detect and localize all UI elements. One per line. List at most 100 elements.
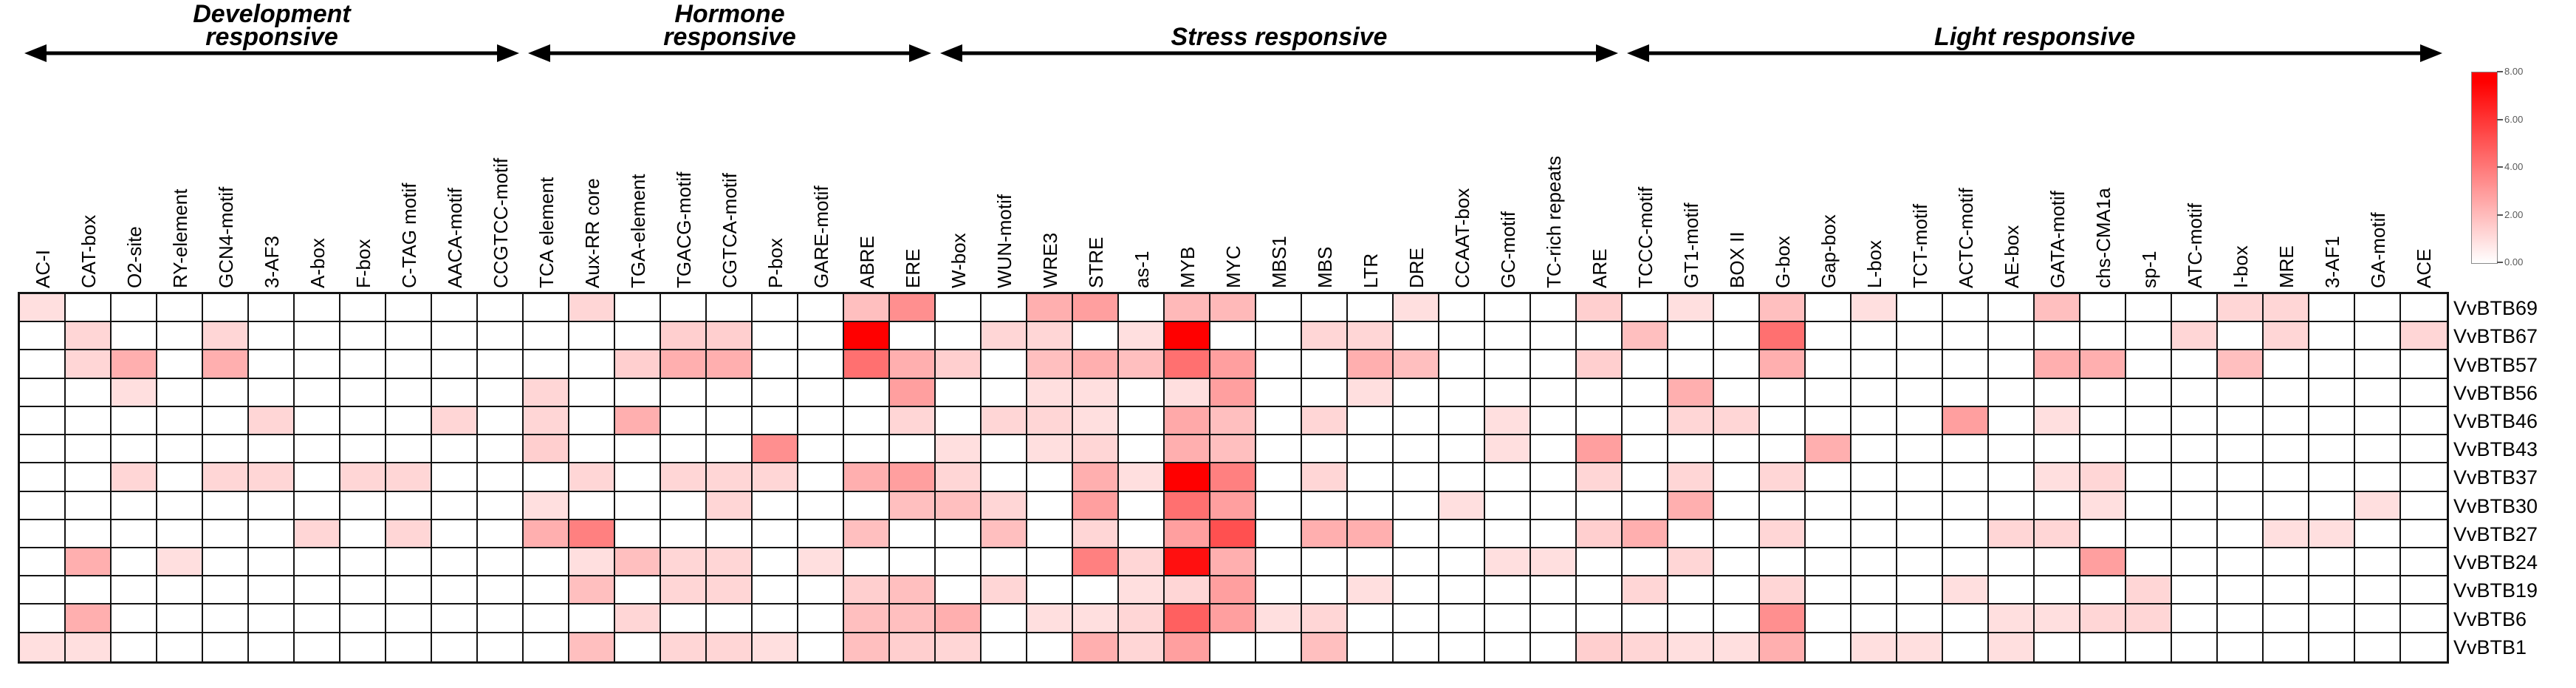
heatmap-cell xyxy=(1943,491,1989,520)
heatmap-cell xyxy=(340,520,386,548)
heatmap-cell xyxy=(1348,576,1394,605)
heatmap-cell xyxy=(1348,322,1394,351)
colorbar-tick-label: 8.00 xyxy=(2504,66,2524,77)
heatmap-cell xyxy=(753,604,798,633)
heatmap-cell xyxy=(1897,463,1943,492)
column-label: ACTC-motif xyxy=(1955,188,1977,288)
heatmap-cell xyxy=(615,435,661,464)
heatmap-cell xyxy=(1531,520,1577,548)
heatmap-cell xyxy=(661,576,707,605)
heatmap-cell xyxy=(524,491,569,520)
heatmap-cell xyxy=(524,406,569,436)
heatmap-cell xyxy=(249,378,295,407)
heatmap-cell xyxy=(890,633,936,661)
heatmap-cell xyxy=(1989,406,2035,436)
column-label: CGTCA-motif xyxy=(719,173,741,288)
heatmap-cell xyxy=(844,350,890,379)
heatmap-cell xyxy=(1714,520,1760,548)
heatmap-cell xyxy=(569,576,615,605)
heatmap-cell xyxy=(1302,294,1348,323)
heatmap-cell xyxy=(340,406,386,436)
heatmap-cell xyxy=(1027,463,1073,492)
heatmap-cell xyxy=(2309,548,2355,577)
column-label: WRE3 xyxy=(1039,232,1061,288)
heatmap-cell xyxy=(2218,463,2264,492)
heatmap-cell xyxy=(1439,350,1485,379)
heatmap-cell xyxy=(890,604,936,633)
heatmap-cell xyxy=(844,576,890,605)
heatmap-cell xyxy=(2401,378,2447,407)
column-label: 3-AF1 xyxy=(2321,236,2343,288)
heatmap-cell xyxy=(1760,378,1806,407)
heatmap-cell xyxy=(1989,322,2035,351)
heatmap-cell xyxy=(1577,294,1623,323)
heatmap-cell xyxy=(798,350,844,379)
heatmap-cell xyxy=(2355,520,2401,548)
heatmap-cell xyxy=(1943,294,1989,323)
heatmap-cell xyxy=(2035,350,2080,379)
heatmap-cell xyxy=(936,435,982,464)
heatmap-cell xyxy=(2401,633,2447,661)
heatmap-cell xyxy=(615,322,661,351)
heatmap-cell xyxy=(2080,576,2126,605)
heatmap-cell xyxy=(569,604,615,633)
heatmap-cell xyxy=(661,406,707,436)
heatmap-cell xyxy=(1348,548,1394,577)
heatmap-cell xyxy=(1073,633,1119,661)
heatmap-cell xyxy=(1668,378,1714,407)
heatmap-cell xyxy=(798,378,844,407)
heatmap-cell xyxy=(569,548,615,577)
heatmap-cell xyxy=(844,294,890,323)
heatmap-cell xyxy=(1210,633,1256,661)
heatmap-cell xyxy=(1394,350,1439,379)
heatmap-cell xyxy=(1165,350,1210,379)
column-label: Gap-box xyxy=(1818,214,1840,288)
heatmap-cell xyxy=(1256,463,1302,492)
heatmap-cell xyxy=(1897,520,1943,548)
heatmap-cell xyxy=(1989,520,2035,548)
heatmap-cell xyxy=(2401,491,2447,520)
heatmap-cell xyxy=(478,520,524,548)
heatmap-cell xyxy=(2401,576,2447,605)
heatmap-cell xyxy=(2218,491,2264,520)
heatmap-cell xyxy=(1027,576,1073,605)
heatmap-cell xyxy=(615,294,661,323)
heatmap-cell xyxy=(2309,633,2355,661)
column-label: LTR xyxy=(1360,253,1382,288)
column-label: TCA element xyxy=(535,177,558,288)
heatmap-cell xyxy=(1852,520,1897,548)
heatmap-cell xyxy=(615,406,661,436)
heatmap-cell xyxy=(707,576,753,605)
heatmap-cell xyxy=(982,463,1027,492)
heatmap-cell xyxy=(2035,548,2080,577)
heatmap-cell xyxy=(753,576,798,605)
column-label: I-box xyxy=(2230,245,2252,288)
heatmap-cell xyxy=(1577,548,1623,577)
heatmap-cell xyxy=(478,548,524,577)
heatmap-cell xyxy=(2401,463,2447,492)
heatmap-cell xyxy=(2172,633,2218,661)
heatmap-cell xyxy=(2035,435,2080,464)
heatmap-cell xyxy=(203,576,249,605)
column-label: 3-AF3 xyxy=(261,236,283,288)
heatmap-cell xyxy=(524,604,569,633)
heatmap-cell xyxy=(798,294,844,323)
heatmap-cell xyxy=(2218,406,2264,436)
heatmap-cell xyxy=(249,604,295,633)
heatmap-cell xyxy=(661,463,707,492)
heatmap-cell xyxy=(2309,604,2355,633)
heatmap-cell xyxy=(1668,322,1714,351)
heatmap-cell xyxy=(249,520,295,548)
heatmap-cell xyxy=(753,350,798,379)
heatmap-cell xyxy=(386,604,432,633)
heatmap-cell xyxy=(936,604,982,633)
heatmap-cell xyxy=(1852,406,1897,436)
heatmap-cell xyxy=(1714,378,1760,407)
heatmap-cell xyxy=(1668,604,1714,633)
heatmap-cell xyxy=(1256,576,1302,605)
heatmap-cell xyxy=(1027,322,1073,351)
heatmap-cell xyxy=(432,435,478,464)
heatmap-cell xyxy=(1806,491,1852,520)
heatmap-cell xyxy=(2172,294,2218,323)
heatmap-cell xyxy=(1577,604,1623,633)
